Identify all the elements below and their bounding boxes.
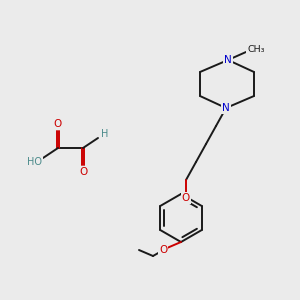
Text: O: O	[79, 167, 87, 177]
Text: O: O	[182, 193, 190, 203]
Text: H: H	[101, 129, 109, 139]
Text: O: O	[54, 119, 62, 129]
Text: N: N	[224, 55, 232, 65]
Text: CH₃: CH₃	[247, 44, 265, 53]
Text: O: O	[159, 245, 167, 255]
Text: HO: HO	[28, 157, 43, 167]
Text: N: N	[222, 103, 230, 113]
